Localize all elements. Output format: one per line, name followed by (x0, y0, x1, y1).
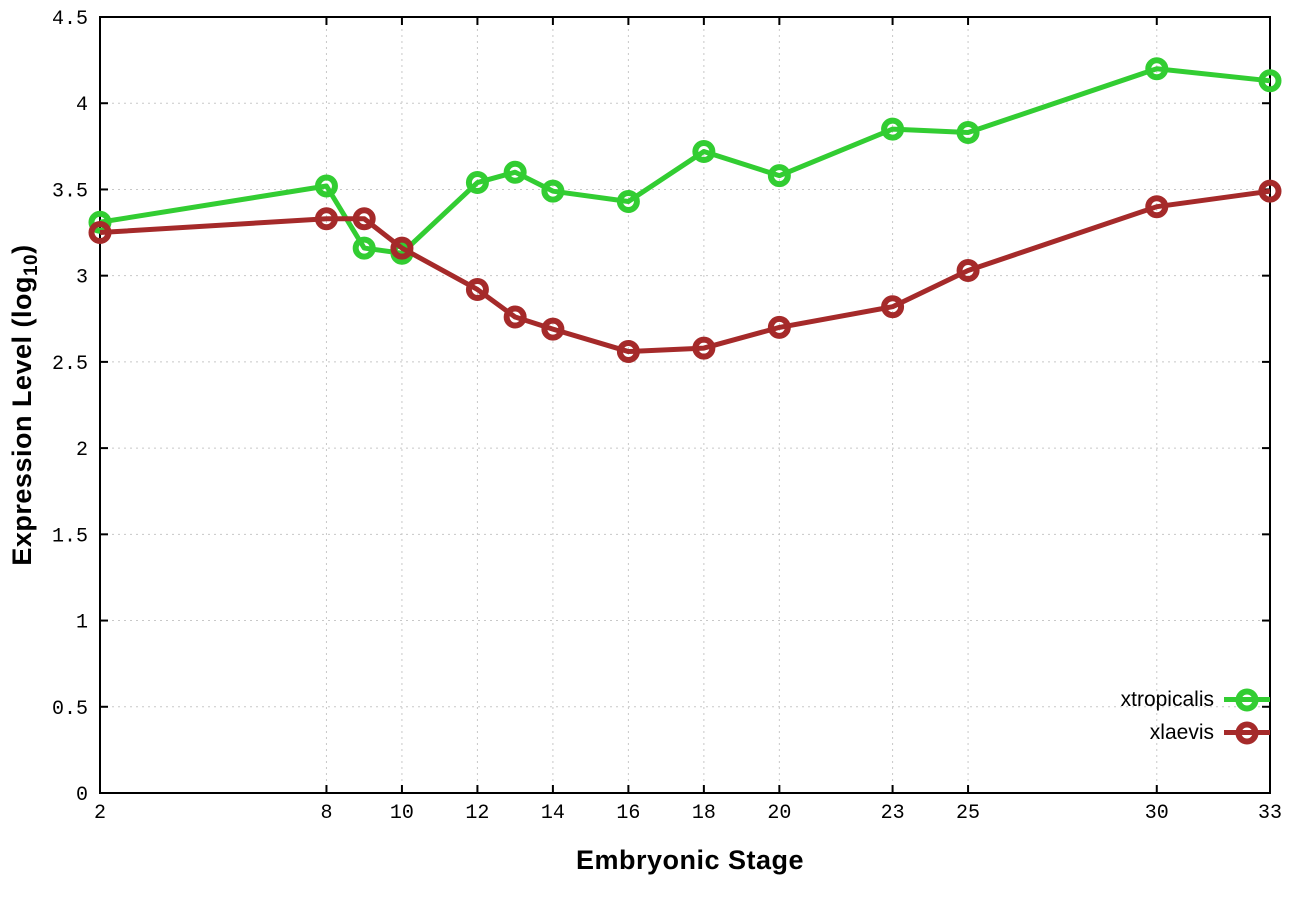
y-tick-label: 0 (76, 784, 88, 807)
data-point-xlaevis-2 (88, 221, 112, 245)
plot-border (99, 16, 1271, 794)
data-point-xlaevis-8 (314, 207, 338, 231)
data-point-xlaevis-20 (767, 315, 791, 339)
y-tick-label: 2.5 (52, 353, 88, 376)
x-tick-label: 18 (692, 802, 716, 825)
x-tick-label: 12 (465, 802, 489, 825)
legend-label-xtropicalis: xtropicalis (1120, 687, 1214, 711)
x-tick-label: 30 (1145, 802, 1169, 825)
x-tick-label: 20 (767, 802, 791, 825)
data-point-xtropicalis-23 (881, 117, 905, 141)
y-tick-label: 2 (76, 439, 88, 462)
y-tick-label: 4.5 (52, 8, 88, 31)
y-tick-label: 4 (76, 94, 88, 117)
data-point-xlaevis-16 (616, 340, 640, 364)
data-point-xtropicalis-25 (956, 121, 980, 145)
y-tick-label: 1 (76, 612, 88, 635)
data-point-xtropicalis-12 (465, 171, 489, 195)
data-point-xlaevis-33 (1258, 179, 1282, 203)
y-tick-label: 1.5 (52, 525, 88, 548)
x-tick-label: 10 (390, 802, 414, 825)
legend-marker-xlaevis (1224, 721, 1270, 745)
data-point-xtropicalis-33 (1258, 69, 1282, 93)
data-point-xlaevis-9 (352, 207, 376, 231)
x-tick-label: 23 (881, 802, 905, 825)
data-point-xlaevis-30 (1145, 195, 1169, 219)
x-tick-label: 25 (956, 802, 980, 825)
x-axis-title: Embryonic Stage (575, 845, 805, 875)
y-axis-title-subscript: 10 (21, 253, 43, 277)
legend-item-xlaevis: xlaevis (1150, 719, 1270, 746)
y-tick-label: 0.5 (52, 698, 88, 721)
y-axis-title-text: Expression Level (log (6, 276, 37, 566)
data-point-xtropicalis-13 (503, 160, 527, 184)
legend-marker-xtropicalis (1224, 688, 1270, 712)
y-axis-title-suffix: ) (6, 244, 37, 254)
x-tick-label: 16 (616, 802, 640, 825)
data-point-xlaevis-14 (541, 317, 565, 341)
data-point-xtropicalis-9 (352, 236, 376, 260)
data-point-xtropicalis-8 (314, 174, 338, 198)
series-line-xlaevis (99, 188, 1271, 355)
x-tick-label: 8 (320, 802, 332, 825)
data-point-xlaevis-13 (503, 305, 527, 329)
data-point-xtropicalis-16 (616, 190, 640, 214)
y-tick-label: 3 (76, 267, 88, 290)
data-point-xtropicalis-14 (541, 179, 565, 203)
data-point-xtropicalis-18 (692, 140, 716, 164)
legend-circle-icon (1235, 721, 1259, 744)
legend: xtropicalis xlaevis (1121, 686, 1270, 746)
legend-label-xlaevis: xlaevis (1149, 720, 1214, 744)
legend-item-xtropicalis: xtropicalis (1121, 686, 1270, 713)
data-point-xlaevis-18 (692, 336, 716, 360)
data-point-xtropicalis-20 (767, 164, 791, 188)
y-tick-label: 3.5 (52, 180, 88, 203)
data-point-xlaevis-10 (390, 236, 414, 260)
x-tick-label: 33 (1258, 802, 1282, 825)
legend-circle-icon (1235, 688, 1259, 711)
data-point-xlaevis-23 (881, 295, 905, 319)
x-tick-label: 14 (541, 802, 565, 825)
data-point-xlaevis-12 (465, 277, 489, 301)
x-tick-label: 2 (94, 802, 106, 825)
data-point-xtropicalis-30 (1145, 57, 1169, 81)
data-point-xlaevis-25 (956, 258, 980, 282)
y-axis-title: Expression Level (log10) (7, 244, 43, 565)
